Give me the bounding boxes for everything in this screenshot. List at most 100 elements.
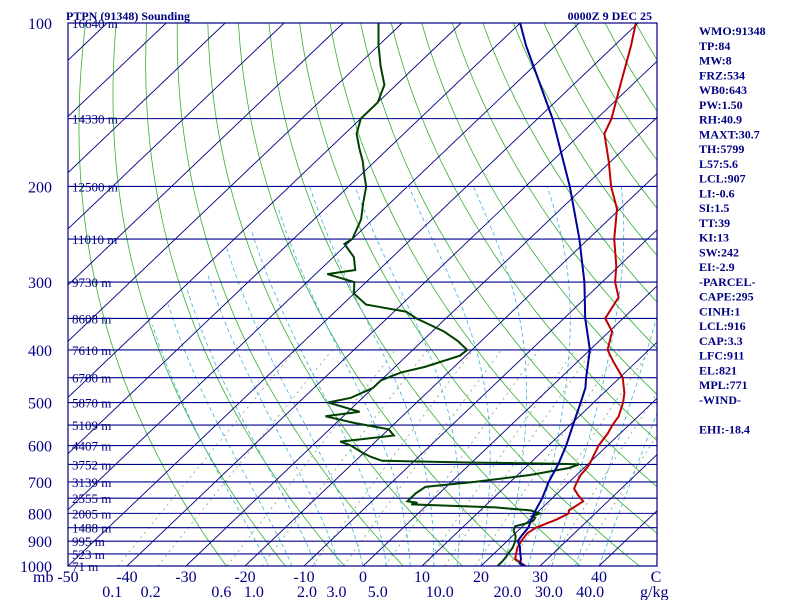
sounding-index: TP:84 — [699, 39, 730, 53]
pressure-tick-label: 500 — [28, 396, 52, 413]
temperature-line — [513, 23, 637, 566]
mixing-ratio-label: 2.0 — [297, 584, 317, 600]
chart-datetime: 0000Z 9 DEC 25 — [568, 9, 652, 23]
sounding-index: MPL:771 — [699, 378, 748, 392]
sounding-index: LI:-0.6 — [699, 186, 735, 200]
sounding-index: WB0:643 — [699, 83, 747, 97]
pressure-tick-label: 200 — [28, 179, 52, 196]
height-label: 4407 m — [72, 439, 111, 454]
temperature-tick-label: -20 — [234, 569, 255, 586]
isotherm — [362, 285, 657, 566]
sounding-index: CAP:3.3 — [699, 334, 743, 348]
chart-title: PTPN (91348) Sounding — [66, 9, 190, 23]
isotherm — [303, 229, 657, 566]
height-label: 2555 m — [72, 491, 111, 506]
height-label: 12500 m — [72, 179, 118, 194]
pressure-tick-label: 600 — [28, 439, 52, 456]
height-label: 3752 m — [72, 457, 111, 472]
sounding-index: CAPE:295 — [699, 290, 754, 304]
sounding-index: TT:39 — [699, 216, 730, 230]
mixing-ratio-label: 0.1 — [102, 584, 122, 600]
height-label: 14330 m — [72, 112, 118, 127]
isotherm — [68, 23, 521, 455]
height-label: 6700 m — [72, 371, 111, 386]
mixing-ratio-label: 1.0 — [244, 584, 264, 600]
mixing-ratio-label: 5.0 — [368, 584, 388, 600]
height-label: 523 m — [72, 547, 105, 562]
sounding-index: MW:8 — [699, 54, 732, 68]
pressure-tick-label: 100 — [28, 16, 52, 33]
temperature-tick-label: 30 — [532, 569, 548, 586]
sounding-index: PW:1.50 — [699, 98, 743, 112]
mixing-ratio-label: 40.0 — [576, 584, 604, 600]
unit-label-mb: mb — [33, 569, 53, 586]
temperature-tick-label: 20 — [473, 569, 489, 586]
sounding-index: LCL:916 — [699, 319, 746, 333]
sounding-index: LFC:911 — [699, 349, 744, 363]
height-label: 5109 m — [72, 418, 111, 433]
moist-adiabat — [278, 208, 411, 566]
temperature-tick-label: -10 — [293, 569, 314, 586]
mixing-ratio-unit: g/kg — [640, 584, 668, 600]
isotherm — [68, 23, 285, 230]
height-label: 71 m — [72, 559, 98, 574]
isotherm — [421, 341, 657, 566]
sounding-index: -WIND- — [699, 393, 741, 407]
sounding-index: MAXT:30.7 — [699, 127, 760, 141]
temperature-tick-label: 40 — [591, 569, 607, 586]
background-grid — [68, 23, 657, 566]
sounding-index: SW:242 — [699, 245, 739, 259]
height-label: 1488 m — [72, 521, 111, 536]
height-label: 5870 m — [72, 396, 111, 411]
pressure-tick-label: 900 — [28, 534, 52, 551]
moist-adiabat — [226, 248, 364, 566]
pressure-tick-label: 800 — [28, 506, 52, 523]
sounding-index: L57:5.6 — [699, 157, 738, 171]
mixing-ratio-label: 3.0 — [326, 584, 346, 600]
isotherm — [68, 23, 226, 174]
sounding-index: TH:5799 — [699, 142, 744, 156]
mixing-ratio-label: 10.0 — [426, 584, 454, 600]
moist-adiabat — [186, 289, 317, 566]
pressure-tick-label: 700 — [28, 475, 52, 492]
sounding-index: EHI:-18.4 — [699, 422, 750, 436]
parcel-line — [516, 23, 591, 566]
temperature-tick-label: 10 — [414, 569, 430, 586]
pressure-tick-label: 1000 — [20, 559, 52, 576]
height-label: 9730 m — [72, 275, 111, 290]
pressure-tick-label: 300 — [28, 275, 52, 292]
isotherm — [68, 23, 167, 118]
height-label: 11010 m — [72, 232, 117, 247]
isotherm — [480, 397, 657, 566]
sounding-series — [325, 23, 637, 566]
sounding-index: RH:40.9 — [699, 113, 742, 127]
temperature-tick-label: C — [651, 569, 662, 586]
mixing-ratio-label: 0.6 — [211, 584, 231, 600]
sounding-index: SI:1.5 — [699, 201, 729, 215]
sounding-index: EL:821 — [699, 363, 737, 377]
height-label: 8608 m — [72, 311, 111, 326]
height-label: 7610 m — [72, 343, 111, 358]
height-label: 16640 m — [72, 16, 118, 31]
sounding-index: CINH:1 — [699, 304, 740, 318]
temperature-tick-label: -50 — [57, 569, 78, 586]
isotherm — [68, 23, 639, 566]
isotherm — [126, 60, 657, 566]
temperature-tick-label: 0 — [359, 569, 367, 586]
mixing-ratio-label: 30.0 — [535, 584, 563, 600]
isotherm — [185, 116, 657, 566]
isotherm — [68, 23, 403, 342]
sounding-index: LCL:907 — [699, 172, 746, 186]
height-label: 2005 m — [72, 506, 111, 521]
moist-adiabat — [551, 186, 625, 566]
sounding-index: EI:-2.9 — [699, 260, 735, 274]
mixing-ratio-label: 20.0 — [494, 584, 522, 600]
moist-adiabat — [167, 304, 293, 566]
plot-frame — [67, 22, 658, 567]
isotherm — [68, 23, 580, 511]
mixing-ratio-label: 0.2 — [141, 584, 161, 600]
height-label: 3139 m — [72, 475, 111, 490]
sounding-index: FRZ:534 — [699, 68, 745, 82]
isotherm — [68, 23, 344, 286]
